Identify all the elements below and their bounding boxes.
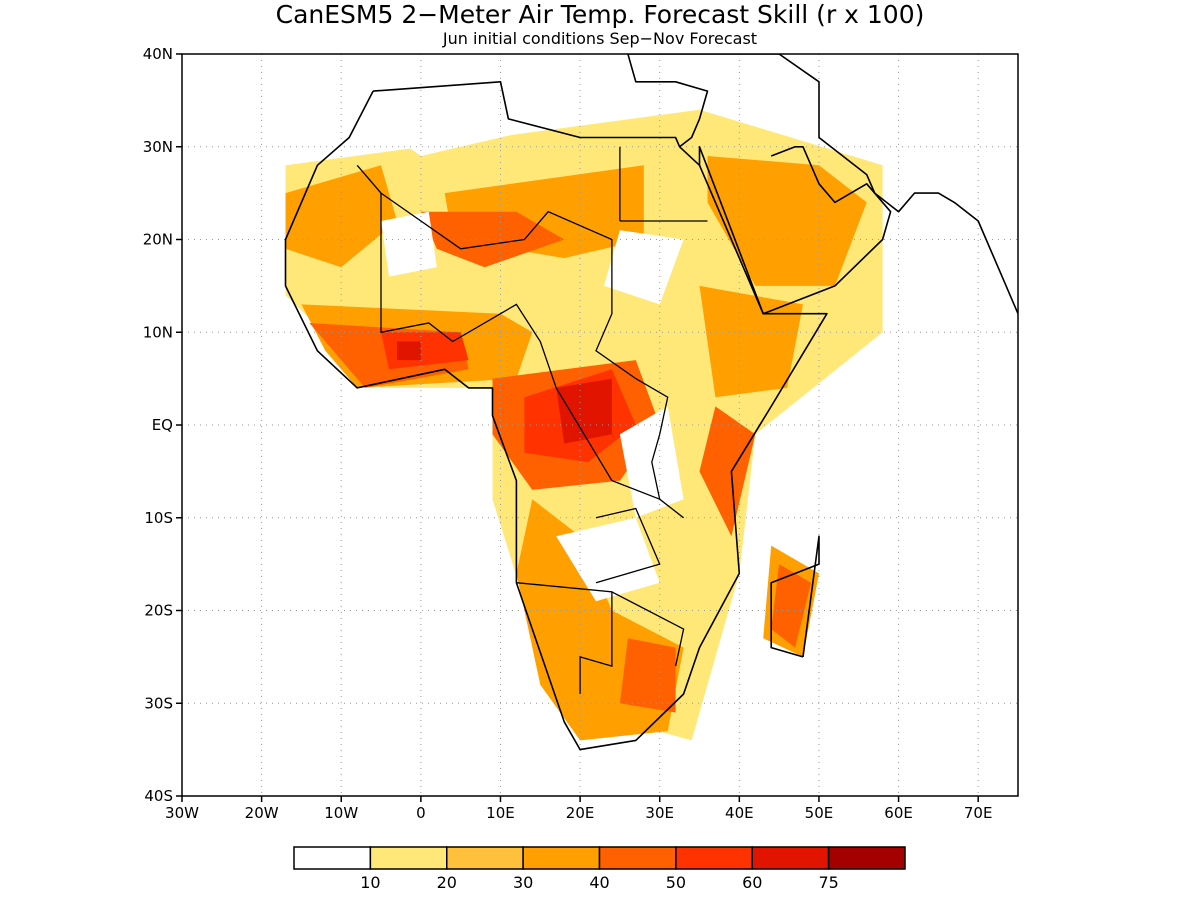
map-subtitle: Jun initial conditions Sep−Nov Forecast: [442, 29, 757, 48]
border-line-3: [380, 193, 660, 500]
gridlines: [182, 54, 1018, 796]
skill-region-18: [381, 211, 437, 277]
lon-tick-label: 30W: [165, 804, 199, 822]
skill-region-17: [397, 341, 421, 361]
colorbar-label: 40: [589, 873, 609, 892]
lat-tick-label: 40N: [143, 45, 173, 63]
skill-region-13: [771, 564, 811, 648]
lon-tick-label: 0: [416, 804, 426, 822]
border-line-6: [595, 507, 661, 584]
colorbar: 10 20 30 40 50 60 75: [293, 846, 906, 892]
colorbar-swatch: [369, 846, 448, 870]
coastline-0: [284, 81, 828, 751]
skill-region-16: [556, 378, 612, 444]
border-line-0: [356, 164, 684, 519]
colorbar-label: 75: [818, 873, 838, 892]
coastline-3: [770, 535, 820, 658]
colorbar-swatch: [522, 846, 601, 870]
lat-tick-label: 20N: [143, 231, 173, 249]
colorbar-label: 60: [742, 873, 762, 892]
lat-tick-label: 30S: [144, 694, 173, 712]
map-title: CanESM5 2−Meter Air Temp. Forecast Skill…: [276, 0, 925, 29]
colorbar-label: 30: [513, 873, 533, 892]
lon-tick-label: 50E: [805, 804, 834, 822]
coastline-1: [627, 54, 1018, 315]
colorbar-label: 10: [360, 873, 380, 892]
lon-tick-label: 30E: [645, 804, 674, 822]
skill-region-3: [707, 156, 867, 286]
lat-tick-label: 30N: [143, 138, 173, 156]
colorbar-swatch: [446, 846, 524, 870]
border-line-4: [516, 582, 613, 694]
lon-tick-label: 40E: [725, 804, 754, 822]
country-borders: [356, 146, 708, 694]
lon-tick-label: 10W: [324, 804, 358, 822]
border-line-5: [611, 591, 685, 667]
colorbar-swatch: [827, 846, 906, 870]
coastlines: [284, 54, 1018, 751]
lat-tick-label: 10S: [144, 509, 173, 527]
coastline-2: [698, 146, 892, 315]
lon-tick-label: 20W: [245, 804, 279, 822]
lat-tick-label: 10N: [143, 323, 173, 341]
lat-tick-label: EQ: [152, 416, 173, 434]
colorbar-swatch: [675, 846, 753, 870]
lon-tick-label: 20E: [566, 804, 595, 822]
lon-tick-label: 10E: [486, 804, 515, 822]
colorbar-label: 50: [666, 873, 686, 892]
colorbar-swatch: [293, 846, 372, 870]
skill-region-21: [556, 517, 660, 602]
lon-tick-label: 60E: [884, 804, 913, 822]
lon-tick-label: 70E: [964, 804, 993, 822]
lat-tick-label: 20S: [144, 602, 173, 620]
skill-region-8: [420, 211, 565, 268]
skill-shading-layer: [285, 81, 883, 741]
skill-region-10: [699, 406, 756, 537]
skill-region-22: [341, 81, 541, 156]
colorbar-swatch: [598, 846, 677, 870]
skill-region-19: [604, 230, 684, 305]
colorbar-swatch: [751, 846, 830, 870]
lat-tick-label: 40S: [144, 787, 173, 805]
colorbar-label: 20: [437, 873, 457, 892]
skill-region-12: [619, 638, 676, 713]
